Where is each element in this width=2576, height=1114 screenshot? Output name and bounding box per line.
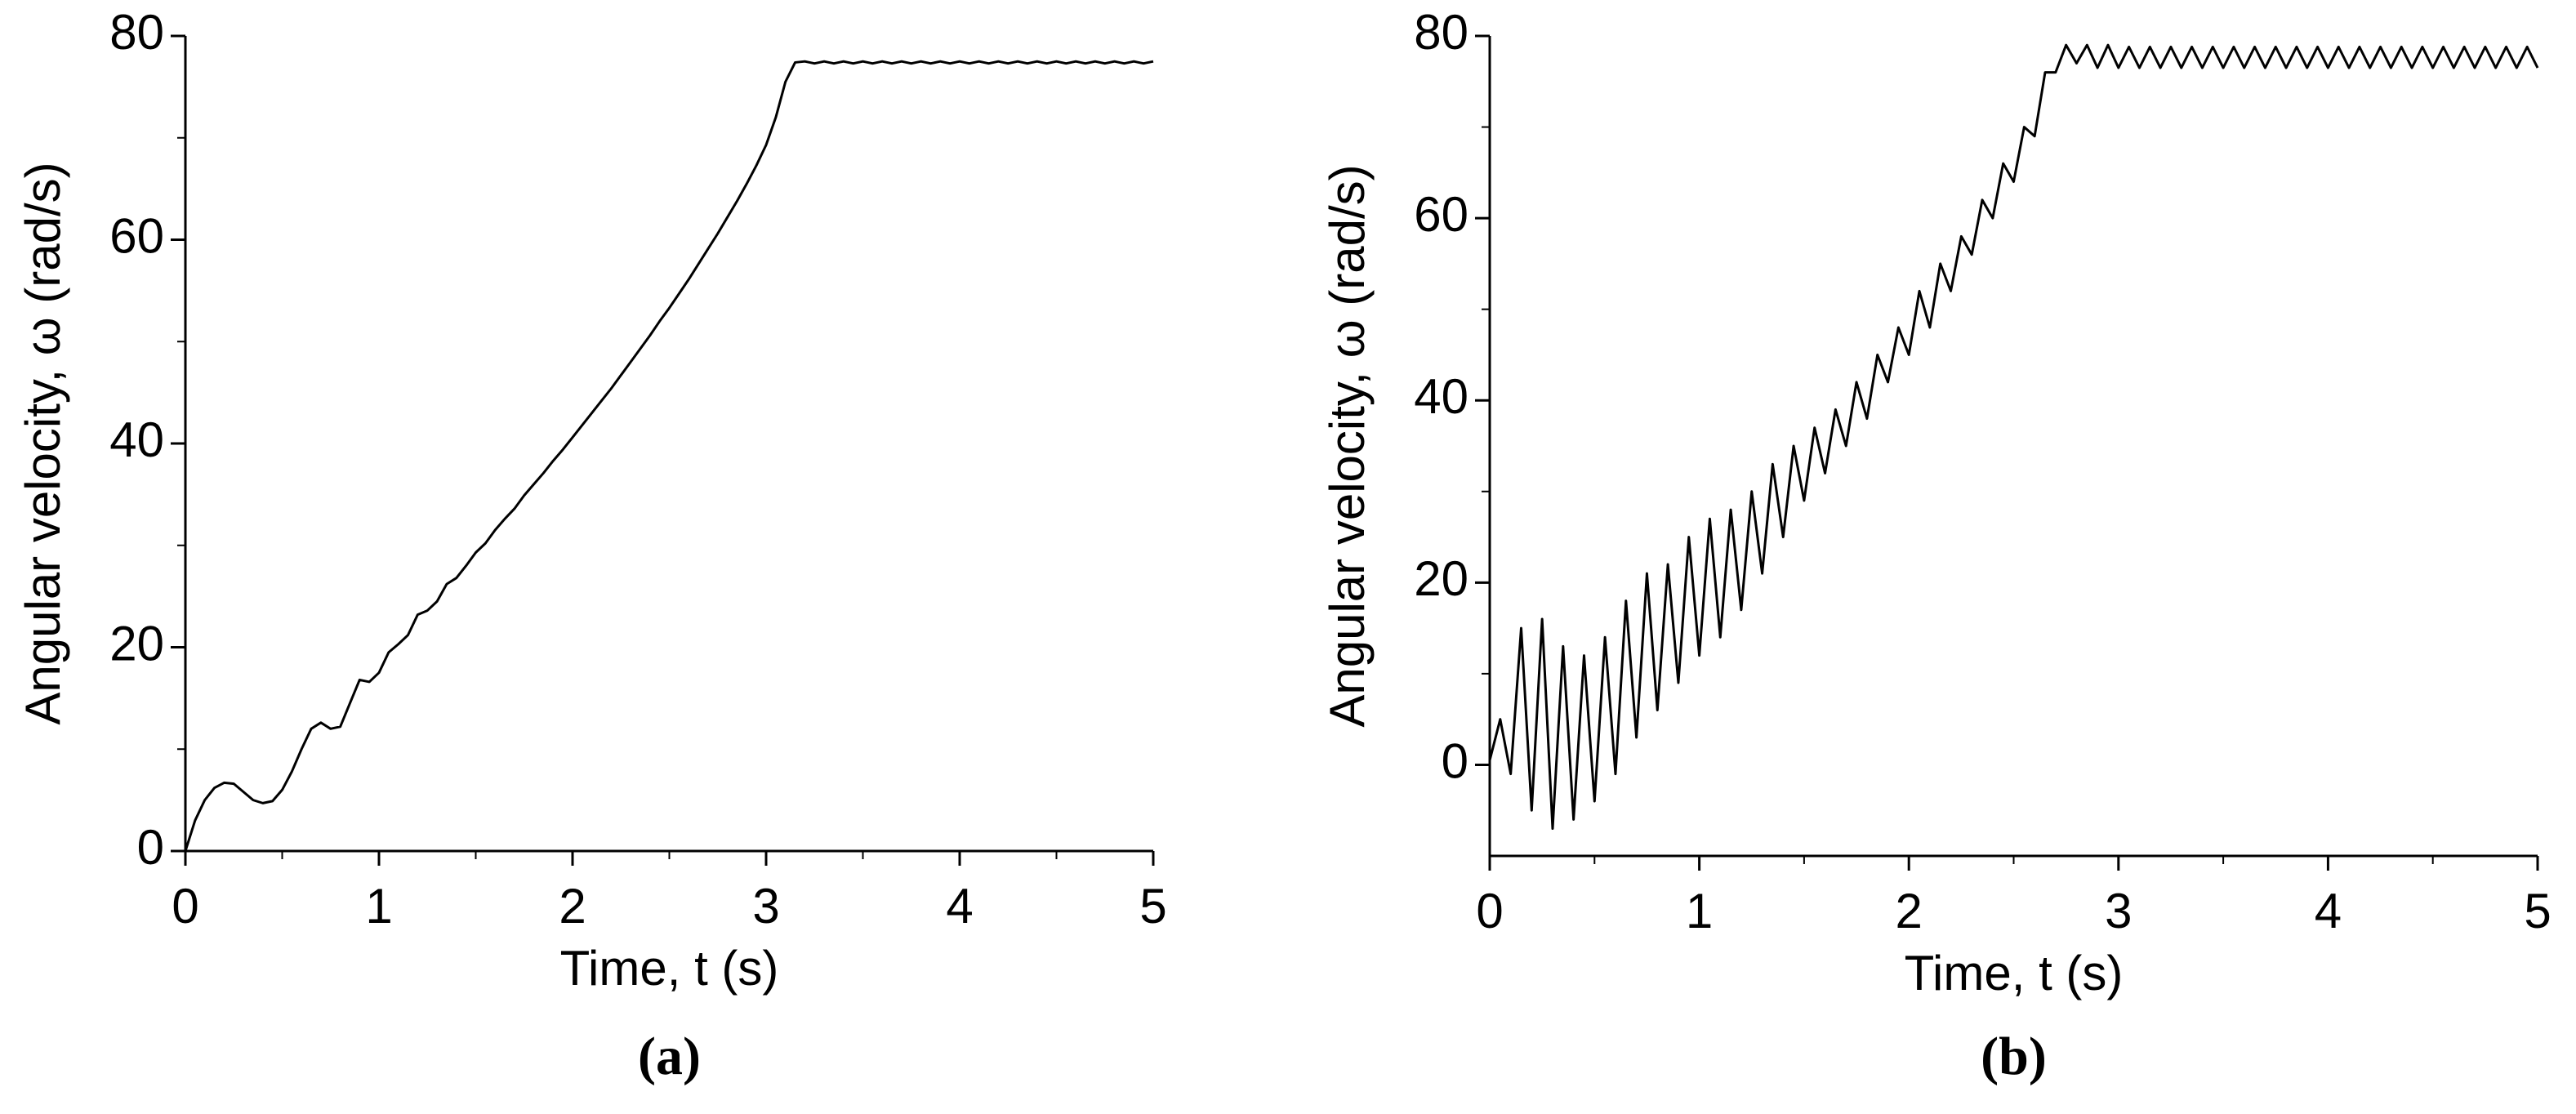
y-tick-label: 0 <box>1442 733 1468 788</box>
x-tick-label: 4 <box>2315 884 2342 938</box>
y-axis-title: Angular velocity, ω (rad/s) <box>16 162 70 724</box>
x-tick-label: 1 <box>1686 884 1713 938</box>
y-tick-label: 40 <box>109 412 164 467</box>
x-tick-label: 4 <box>946 879 973 934</box>
x-tick-label: 3 <box>752 879 779 934</box>
caption: (a) <box>638 1027 701 1086</box>
y-tick-label: 80 <box>109 5 164 60</box>
y-tick-label: 60 <box>1414 187 1468 242</box>
y-tick-label: 0 <box>137 820 164 875</box>
x-tick-label: 2 <box>1896 884 1923 938</box>
caption: (b) <box>1981 1027 2047 1086</box>
y-tick-label: 20 <box>1414 551 1468 606</box>
x-tick-label: 1 <box>365 879 392 934</box>
data-line <box>1488 43 2539 831</box>
y-tick-label: 80 <box>1414 5 1468 60</box>
y-tick-label: 20 <box>109 616 164 671</box>
x-tick-label: 3 <box>2105 884 2132 938</box>
data-line <box>184 60 1154 852</box>
x-tick-label: 5 <box>2524 884 2551 938</box>
x-tick-label: 0 <box>1476 884 1503 938</box>
y-tick-label: 40 <box>1414 369 1468 424</box>
x-axis-title: Time, t (s) <box>560 941 779 996</box>
y-axis-title: Angular velocity, ω (rad/s) <box>1320 164 1375 727</box>
x-axis-title: Time, t (s) <box>1905 946 2124 1000</box>
y-tick-label: 60 <box>109 208 164 263</box>
x-tick-label: 5 <box>1139 879 1166 934</box>
x-tick-label: 0 <box>172 879 198 934</box>
x-tick-label: 2 <box>559 879 586 934</box>
